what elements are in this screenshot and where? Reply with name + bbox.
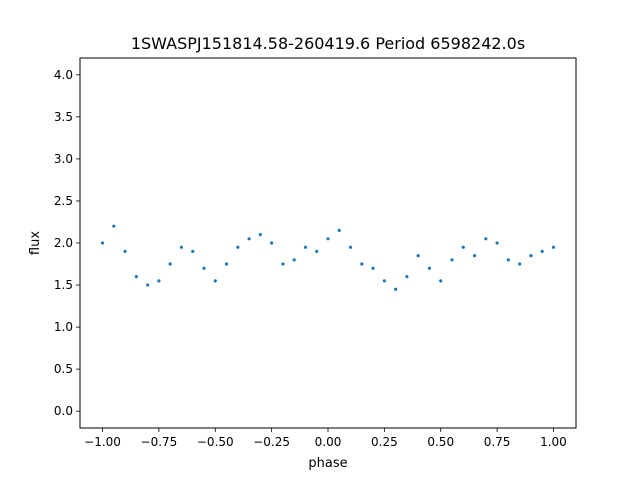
data-point xyxy=(258,232,262,237)
y-tick-label: 2.0 xyxy=(54,236,73,250)
data-point xyxy=(179,245,184,249)
data-point xyxy=(518,262,522,266)
data-point xyxy=(371,266,375,270)
y-tick-label: 2.5 xyxy=(54,194,73,208)
y-axis-label: flux xyxy=(28,231,43,255)
y-tick-label: 0.5 xyxy=(54,362,73,376)
y-tick-label: 1.0 xyxy=(54,320,73,334)
y-tick-label: 0.0 xyxy=(54,404,73,418)
data-point xyxy=(224,262,229,266)
data-point xyxy=(100,241,105,245)
data-point xyxy=(247,237,251,241)
data-point xyxy=(146,283,150,287)
x-tick-label: 0.50 xyxy=(427,435,454,449)
y-axis-ticks: 0.0 0.5 1.0 1.5 2.0 2.5 3.0 3.5 4.0 xyxy=(54,68,80,418)
y-tick-label: 1.5 xyxy=(54,278,73,292)
data-point xyxy=(213,279,217,283)
data-point xyxy=(315,249,319,254)
data-point xyxy=(427,266,432,270)
x-tick-label: 0.00 xyxy=(315,435,342,449)
data-point xyxy=(394,287,398,291)
data-point xyxy=(360,262,364,266)
data-point xyxy=(416,254,420,258)
x-tick-label: −0.50 xyxy=(197,435,234,449)
y-tick-label: 3.5 xyxy=(54,110,73,124)
y-tick-label: 4.0 xyxy=(54,68,73,82)
data-point xyxy=(134,275,138,279)
data-point xyxy=(157,279,161,283)
scatter-points xyxy=(100,224,556,291)
data-point xyxy=(484,237,488,241)
data-point xyxy=(112,224,116,228)
data-point xyxy=(292,258,296,262)
x-tick-label: −0.75 xyxy=(141,435,178,449)
data-point xyxy=(405,275,409,279)
data-point xyxy=(551,245,556,249)
data-point xyxy=(439,279,443,283)
data-point xyxy=(337,228,341,232)
x-tick-label: 0.25 xyxy=(371,435,398,449)
x-tick-label: −0.25 xyxy=(253,435,290,449)
plot-frame xyxy=(79,57,577,429)
data-point xyxy=(168,262,172,266)
data-point xyxy=(506,258,510,262)
x-axis-ticks: −1.00 −0.75 −0.50 −0.25 0.00 0.25 0.50 0.75 1.00 xyxy=(84,428,567,449)
data-point xyxy=(495,241,499,245)
data-point xyxy=(191,249,195,254)
x-axis-label: phase xyxy=(308,456,347,471)
data-point xyxy=(450,258,454,262)
data-point xyxy=(303,245,308,249)
data-point xyxy=(348,245,353,249)
data-point xyxy=(540,249,544,254)
x-tick-label: −1.00 xyxy=(84,435,121,449)
data-point xyxy=(529,254,533,258)
data-point xyxy=(281,262,285,266)
x-tick-label: 1.00 xyxy=(540,435,567,449)
data-point xyxy=(326,237,330,241)
data-point xyxy=(472,254,477,258)
y-tick-label: 3.0 xyxy=(54,152,73,166)
data-point xyxy=(123,249,127,254)
data-point xyxy=(202,266,206,270)
data-point xyxy=(236,245,240,249)
data-point xyxy=(461,245,465,249)
chart-title: 1SWASPJ151814.58-260419.6 Period 6598242… xyxy=(131,34,525,53)
data-point xyxy=(382,279,386,283)
x-tick-label: 0.75 xyxy=(484,435,511,449)
data-point xyxy=(270,241,274,245)
